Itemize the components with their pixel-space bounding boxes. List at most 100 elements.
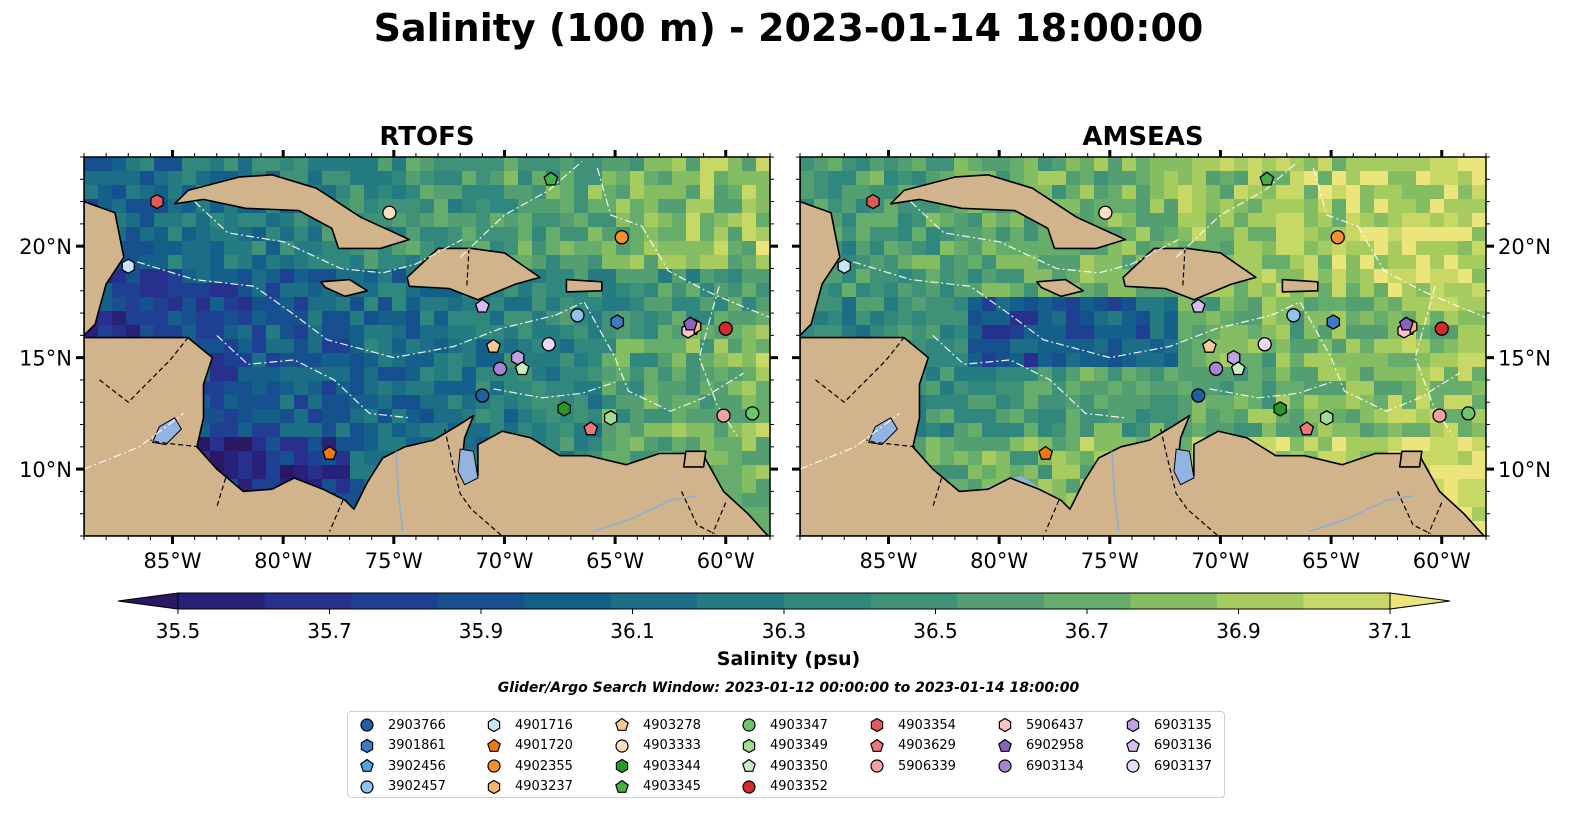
country-border	[680, 491, 715, 535]
colorbar-segment	[1130, 593, 1218, 609]
circle-marker-icon	[360, 779, 374, 794]
pentagon-marker-icon	[360, 758, 374, 772]
lake	[1173, 448, 1195, 486]
legend-item-3901861: 3901861	[358, 736, 446, 756]
platform-marker	[1201, 338, 1217, 353]
y-tick-label: 15°N	[1498, 347, 1551, 371]
country-border	[932, 477, 943, 508]
lake	[867, 417, 899, 446]
colorbar-segment	[957, 593, 1045, 609]
legend-item-3902456: 3902456	[358, 756, 446, 776]
circle-marker-icon	[1126, 759, 1140, 773]
land-polygon	[320, 278, 369, 298]
land-polygon	[84, 157, 125, 337]
country-border	[1182, 248, 1186, 287]
colorbar-tick-label: 36.9	[1216, 619, 1261, 643]
land-polygon	[406, 247, 541, 301]
eez-boundary	[493, 381, 616, 399]
legend-label: 3901861	[388, 738, 446, 753]
hexagon-marker-icon	[870, 717, 884, 733]
platform-marker	[583, 421, 599, 436]
legend-item-4903345: 4903345	[613, 777, 701, 797]
country-border	[815, 337, 905, 403]
legend-item-6902958: 6902958	[996, 736, 1084, 756]
legend-item-4903629: 4903629	[868, 736, 956, 756]
colorbar-segment	[784, 593, 872, 609]
circle-marker-icon	[742, 718, 756, 732]
hexagon-marker-icon	[487, 779, 501, 794]
platform-marker	[837, 258, 851, 275]
eez-boundary	[459, 161, 583, 258]
legend-label: 4903352	[770, 779, 828, 794]
platform-marker	[1257, 337, 1272, 352]
circle-marker-icon	[998, 759, 1012, 773]
country-border	[1396, 491, 1431, 535]
platform-marker	[610, 314, 625, 330]
land-polygon	[889, 174, 1127, 250]
river	[1111, 451, 1120, 532]
circle-marker-icon	[360, 718, 374, 732]
hexagon-marker-icon	[1126, 717, 1140, 733]
platform-marker	[121, 258, 135, 275]
platform-marker	[150, 193, 164, 210]
y-tick-label: 15°N	[19, 347, 72, 371]
country-border	[329, 500, 344, 532]
colorbar-tick-label: 35.9	[459, 619, 504, 643]
colorbar-segment	[610, 593, 698, 609]
platform-marker	[1299, 421, 1315, 436]
pentagon-marker-icon	[1126, 738, 1140, 752]
colorbar-segment	[1043, 593, 1131, 609]
platform-marker	[1461, 406, 1476, 421]
platform-marker	[1098, 205, 1113, 220]
legend-label: 4901716	[515, 717, 573, 733]
legend-label: 6903134	[1026, 758, 1084, 774]
circle-marker-icon	[870, 759, 884, 773]
country-border	[711, 502, 727, 535]
hexagon-marker-icon	[487, 717, 501, 733]
eez-boundary	[1175, 161, 1299, 258]
colorbar-tick-label: 36.1	[610, 619, 655, 643]
country-border	[866, 439, 916, 448]
legend-label: 4903354	[898, 717, 956, 733]
legend-label: 6903137	[1154, 758, 1212, 774]
legend-label: 5906437	[1026, 717, 1084, 733]
colorbar-segment	[1216, 593, 1304, 609]
colorbar-tick-label: 35.5	[156, 619, 201, 643]
legend-item-6903137: 6903137	[1124, 756, 1212, 776]
land-polygon	[800, 157, 841, 337]
legend-label: 5906339	[898, 758, 956, 774]
legend-label: 4903629	[898, 738, 956, 753]
eez-boundary	[1209, 381, 1332, 399]
legend-label: 3902456	[388, 758, 446, 774]
colorbar-segment	[870, 593, 958, 609]
legend-item-5906437: 5906437	[996, 715, 1084, 735]
legend-item-4903352: 4903352	[740, 777, 828, 797]
hexagon-marker-icon	[360, 738, 374, 753]
colorbar-segment	[264, 593, 352, 609]
legend-item-4903347: 4903347	[740, 715, 828, 735]
platform-marker	[382, 205, 397, 220]
panel-title-rtofs: RTOFS	[379, 122, 475, 152]
legend-label: 4903347	[770, 717, 828, 733]
colorbar-segment	[178, 593, 266, 609]
legend-item-4901716: 4901716	[485, 715, 573, 735]
platform-marker	[1319, 410, 1334, 426]
circle-marker-icon	[615, 738, 629, 753]
legend-item-4903354: 4903354	[868, 715, 956, 735]
platform-legend: 2903766 3901861 3902456 3902457 4901716 49017…	[347, 711, 1225, 798]
platform-marker	[543, 171, 559, 186]
platform-marker	[603, 410, 618, 426]
legend-item-6903135: 6903135	[1124, 715, 1212, 735]
legend-item-5906339: 5906339	[868, 756, 956, 776]
legend-label: 6903136	[1154, 738, 1212, 753]
x-tick-label: 85°W	[860, 549, 918, 573]
map-panel-amseas	[800, 157, 1486, 536]
platform-marker	[682, 316, 698, 331]
x-tick-label: 70°W	[1191, 549, 1249, 573]
legend-label: 3902457	[388, 779, 446, 794]
hexagon-marker-icon	[998, 717, 1012, 733]
legend-item-4903278: 4903278	[613, 715, 701, 735]
pentagon-marker-icon	[615, 717, 629, 731]
eez-boundary	[84, 412, 184, 470]
legend-label: 6903135	[1154, 717, 1212, 733]
